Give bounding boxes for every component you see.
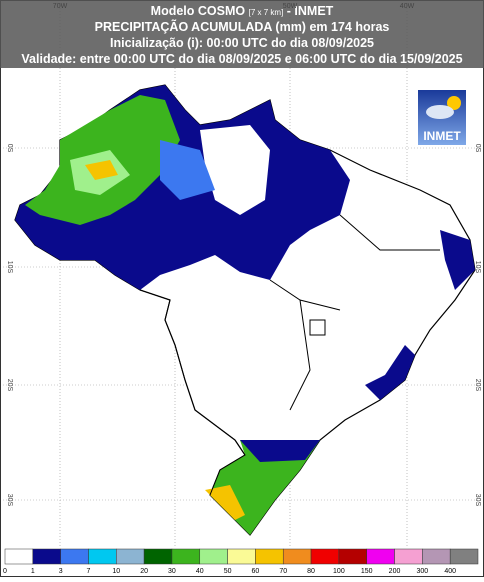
model: Modelo COSMO [151,4,246,18]
coord-labels: 70W 50W 40W 0S 0S 10S 10S 20S 20S 30S 30S [6,3,481,507]
legend-label: 200 [389,568,401,575]
legend-swatch [282,548,312,565]
legend-swatch [4,548,34,565]
resolution: [7 x 7 km] [249,8,284,17]
legend-label: 20 [140,568,148,575]
legend-label: 3 [59,568,63,575]
legend-swatch [394,548,423,565]
lat-label: 20S [474,379,481,392]
legend-label: 50 [224,568,232,575]
lat-label: 0S [474,144,481,153]
init-time: Inicialização (i): 00:00 UTC do dia 08/0… [110,36,374,50]
lat-label: 10S [6,261,13,274]
legend-label: 10 [112,568,120,575]
lat-label: 30S [474,494,481,507]
legend-label: 150 [361,568,373,575]
legend-swatch [143,548,173,565]
legend-swatch [366,548,395,565]
map [14,84,476,536]
legend-label: 1 [31,568,35,575]
lon-label: 40W [400,3,415,10]
legend-label: 60 [252,568,260,575]
legend-swatch [60,548,89,565]
header-line1: Modelo COSMO [7 x 7 km] - INMET [151,4,334,18]
legend-swatch [227,548,256,565]
lat-label: 30S [6,494,13,507]
logo-text: INMET [423,129,461,143]
legend-swatch [422,548,451,565]
legend-swatch [449,548,479,565]
legend-swatch [255,548,284,565]
lon-label: 70W [53,3,68,10]
title: PRECIPITAÇÃO ACUMULADA (mm) em 174 horas [95,19,390,34]
lat-label: 0S [6,144,13,153]
logo: INMET [418,90,466,145]
lat-label: 10S [474,261,481,274]
legend-swatch [199,548,228,565]
source: - INMET [287,4,334,18]
legend-label: 300 [417,568,429,575]
header-box [0,0,484,68]
legend-label: 7 [87,568,91,575]
legend-label: 100 [333,568,345,575]
legend-swatch [171,548,201,565]
legend-swatch [116,548,145,565]
legend-swatch [338,548,367,565]
legend-label: 70 [279,568,287,575]
legend-label: 400 [444,568,456,575]
legend-label: 40 [196,568,204,575]
legend-label: 80 [307,568,315,575]
lat-label: 20S [6,379,13,392]
legend-label: 0 [3,568,7,575]
lon-label: 50W [283,3,298,10]
grid [3,5,481,548]
legend-swatch [310,548,340,565]
legend-swatch [88,548,117,565]
legend-label: 30 [168,568,176,575]
legend: 0 1 3 7 10 20 30 40 50 60 70 80 100 150 200 300 400 [3,548,479,575]
valid-time: Validade: entre 00:00 UTC do dia 08/09/2… [21,52,462,66]
legend-swatch [32,548,61,565]
